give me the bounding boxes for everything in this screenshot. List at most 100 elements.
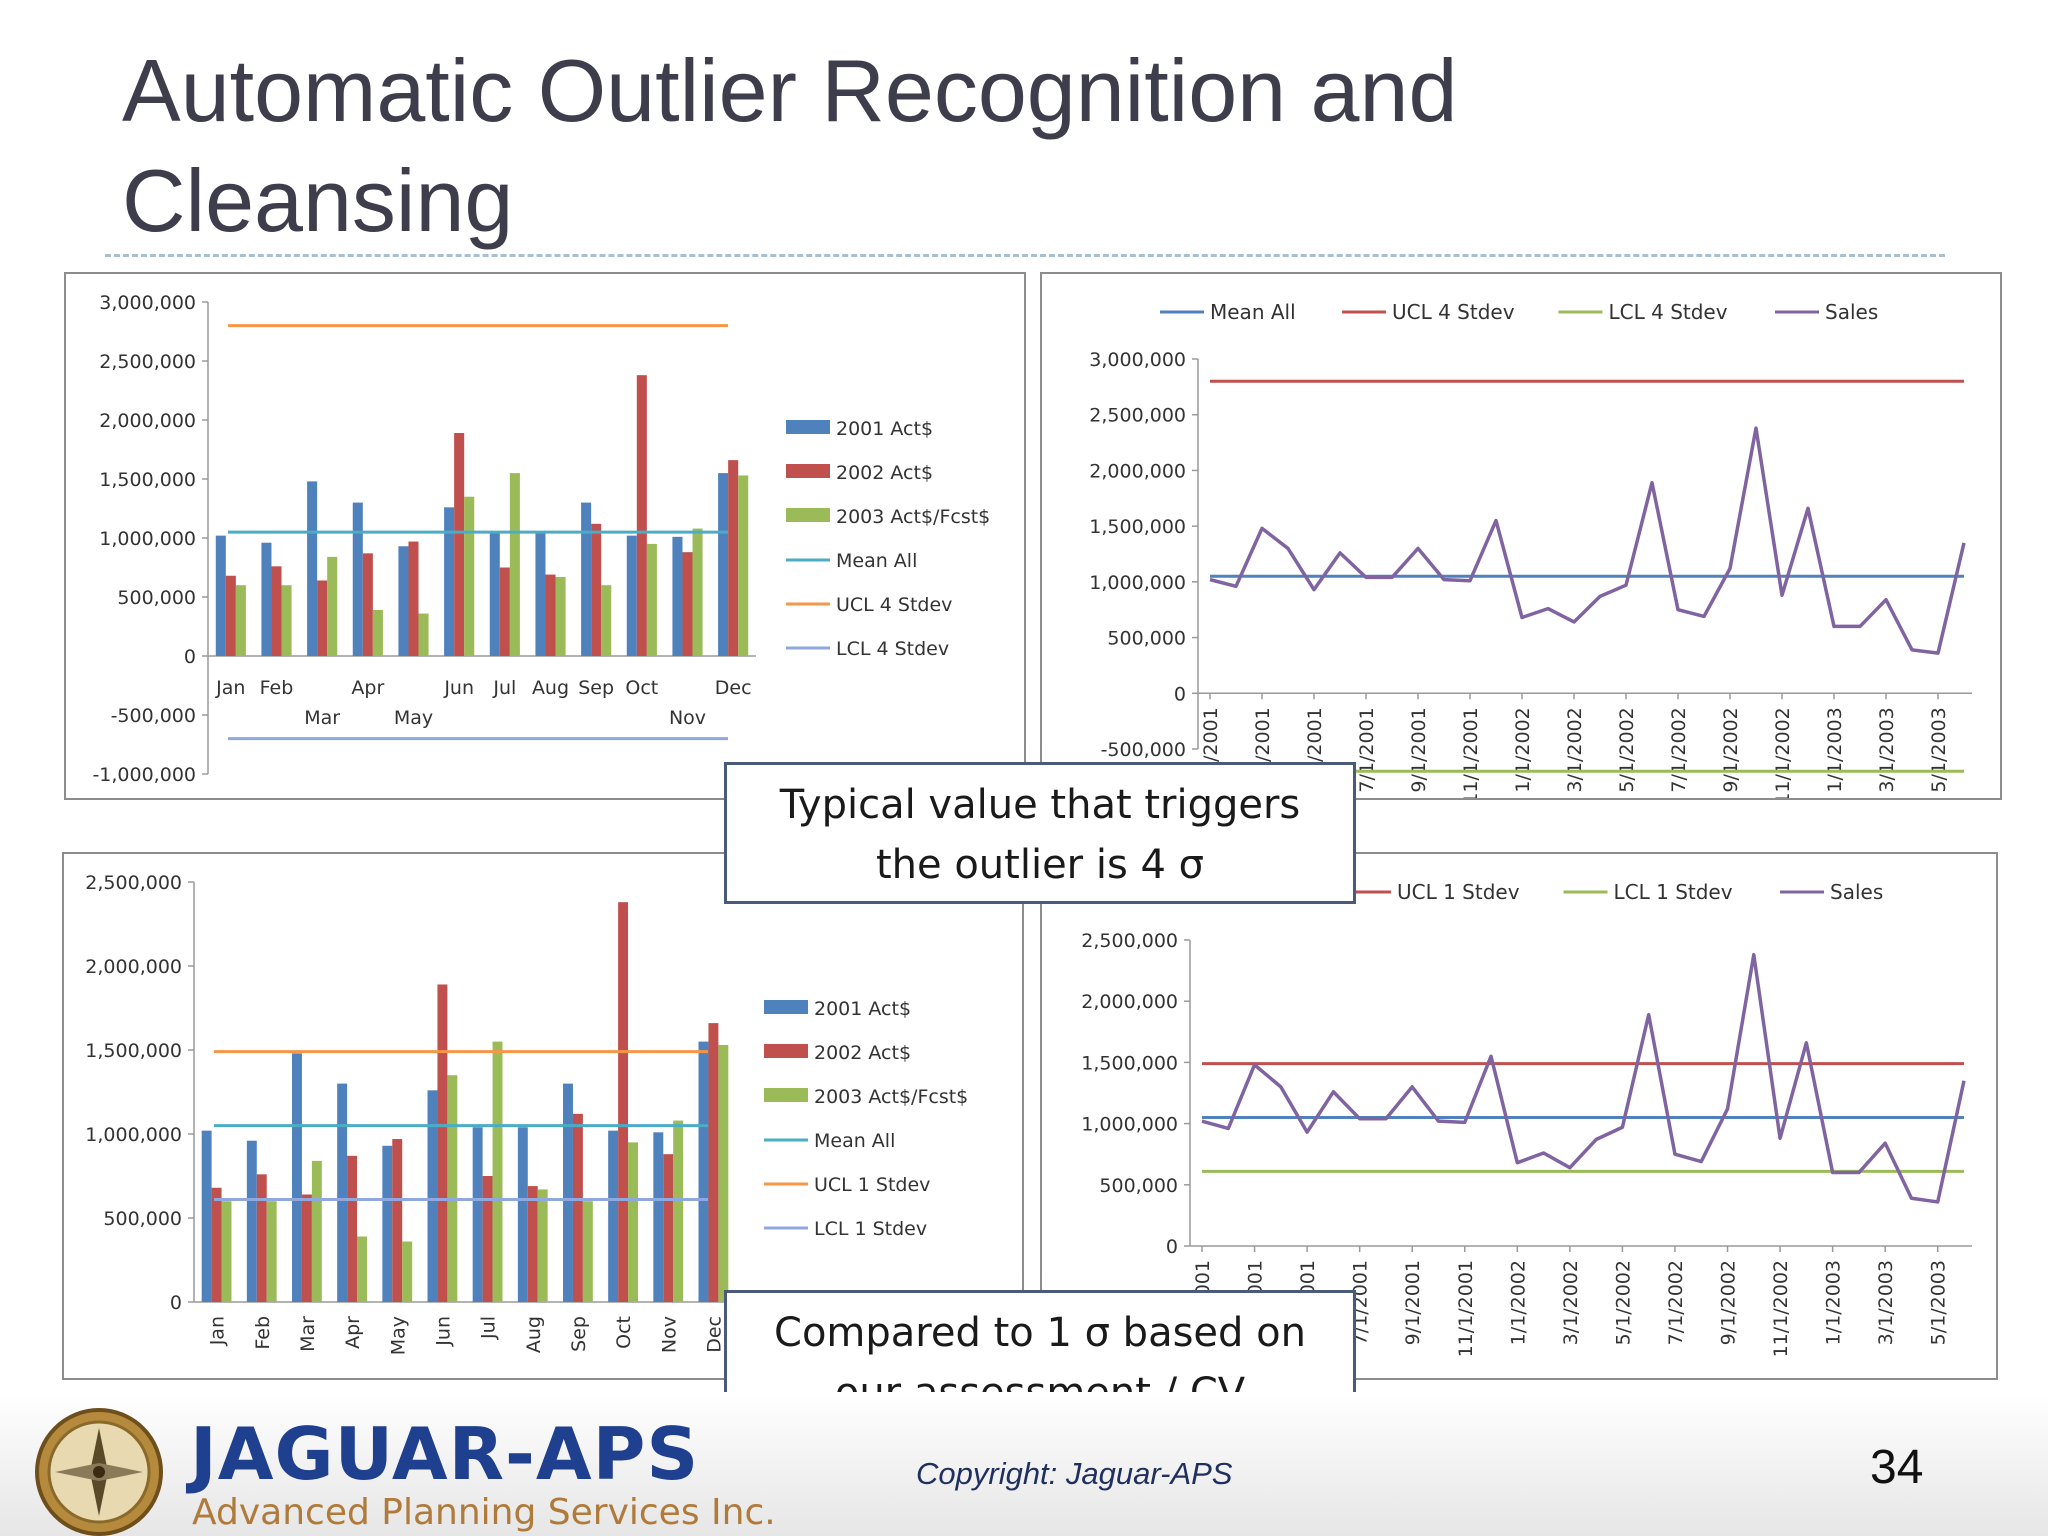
x-tick-label: 1/1/2002 — [1507, 1260, 1529, 1345]
bar-2002-act-may — [408, 541, 419, 656]
legend-label-2001-act: 2001 Act$ — [836, 418, 933, 440]
bar-2003-act-fcst-sep — [601, 585, 612, 656]
bar-2001-act-aug — [517, 1127, 528, 1302]
legend-swatch-2002-act — [786, 464, 830, 478]
bar-2003-act-fcst-dec — [718, 1044, 729, 1302]
y-tick-label: 2,500,000 — [1089, 405, 1186, 427]
bar-2002-act-mar — [301, 1194, 312, 1302]
bar-chart-monthly-4sd: -1,000,000 -500,000 0 500,000 1,000,000 1,500… — [92, 292, 990, 786]
bar-2001-act-aug — [535, 533, 546, 656]
bar-2002-act-apr — [362, 553, 373, 656]
bar-2001-act-oct — [626, 535, 637, 656]
x-tick-label: 9/1/2001 — [1408, 707, 1430, 792]
bar-2003-act-fcst-may — [418, 613, 429, 656]
x-tick-label: 9/1/2002 — [1718, 1260, 1740, 1345]
legend-label-lcl-4-stdev: LCL 4 Stdev — [836, 638, 949, 660]
x-tick-label: 5/1/2003 — [1928, 707, 1950, 792]
bar-2003-act-fcst-aug — [537, 1189, 548, 1302]
legend-label-lcl-1-stdev: LCL 1 Stdev — [1614, 880, 1733, 904]
x-tick-label: 7/1/2002 — [1668, 707, 1690, 792]
bar-2001-act-nov — [653, 1132, 664, 1302]
legend-label-lcl-4-stdev: LCL 4 Stdev — [1609, 300, 1728, 324]
bar-2003-act-fcst-aug — [555, 576, 566, 656]
bar-2001-act-apr — [352, 502, 363, 656]
line-sales — [1201, 952, 1966, 1204]
brand-tagline: Advanced Planning Services Inc. — [192, 1492, 776, 1533]
page-number: 34 — [1870, 1441, 1924, 1494]
bar-2001-act-jan — [201, 1130, 212, 1302]
x-tick-label: 3/1/2003 — [1875, 1260, 1897, 1345]
bar-2001-act-jul — [472, 1127, 483, 1302]
x-tick-label: May — [394, 707, 433, 729]
bar-2003-act-fcst-oct — [646, 543, 657, 656]
y-tick-label: 1,000,000 — [1089, 572, 1186, 594]
y-tick-label: 0 — [184, 646, 196, 668]
x-tick-label: Sep — [568, 1316, 590, 1352]
slide-title: Automatic Outlier Recognition and Cleans… — [122, 41, 1458, 250]
bar-2003-act-fcst-mar — [327, 556, 338, 656]
x-tick-label: Jun — [443, 677, 474, 699]
y-tick-label: 2,500,000 — [1081, 930, 1178, 952]
x-tick-label: Nov — [669, 707, 706, 729]
bar-2003-act-fcst-jul — [509, 473, 520, 656]
legend-label-lcl-1-stdev: LCL 1 Stdev — [814, 1218, 927, 1240]
legend-label-ucl-1-stdev: UCL 1 Stdev — [1397, 880, 1520, 904]
y-tick-label: 2,000,000 — [85, 956, 182, 978]
legend-swatch-2003-act-fcst — [764, 1088, 808, 1102]
x-tick-label: Dec — [715, 677, 752, 699]
bar-2003-act-fcst-may — [402, 1241, 413, 1302]
bar-2001-act-apr — [337, 1083, 348, 1302]
y-tick-label: 1,000,000 — [99, 528, 196, 550]
x-tick-label: Apr — [351, 677, 384, 699]
bar-2002-act-dec — [728, 460, 739, 656]
bar-2001-act-nov — [672, 536, 683, 656]
bar-2001-act-jul — [489, 533, 500, 656]
x-tick-label: Mar — [297, 1316, 319, 1352]
bar-2002-act-jul — [499, 567, 510, 656]
chart-panel-sales-4sd: -500,000 0 500,000 1,000,000 1,500,000 2,000,… — [1040, 272, 2002, 800]
legend-label-2002-act: 2002 Act$ — [814, 1042, 911, 1064]
y-tick-label: 1,500,000 — [1081, 1052, 1178, 1074]
x-tick-label: 5/1/2002 — [1612, 1260, 1634, 1345]
chart-panel-monthly-4sd: -1,000,000 -500,000 0 500,000 1,000,000 1,500… — [64, 272, 1026, 800]
bar-2002-act-sep — [591, 523, 602, 656]
bar-2002-act-sep — [572, 1113, 583, 1302]
bar-2003-act-fcst-jun — [447, 1075, 458, 1302]
bar-2001-act-may — [382, 1145, 393, 1302]
x-tick-label: 1/1/2003 — [1823, 1260, 1845, 1345]
bar-2001-act-jan — [215, 535, 226, 656]
bar-2003-act-fcst-mar — [311, 1160, 322, 1302]
x-tick-label: 9/1/2002 — [1720, 707, 1742, 792]
bar-2002-act-jul — [482, 1176, 493, 1302]
bar-2003-act-fcst-jan — [221, 1201, 232, 1302]
callout-4-sigma-line-2: the outlier is 4 σ — [875, 842, 1205, 888]
y-tick-label: 2,500,000 — [85, 872, 182, 894]
compass-logo-icon — [35, 1408, 163, 1536]
bar-2001-act-jun — [444, 507, 455, 656]
x-tick-label: 1/1/2002 — [1512, 707, 1534, 792]
y-tick-label: 1,000,000 — [85, 1124, 182, 1146]
bar-2001-act-oct — [608, 1130, 619, 1302]
x-tick-label: Aug — [523, 1316, 545, 1353]
bar-2002-act-may — [392, 1139, 403, 1302]
footer-band — [0, 1392, 2048, 1536]
bar-2002-act-jun — [437, 984, 448, 1302]
x-tick-label: 11/1/2001 — [1455, 1260, 1477, 1357]
bar-2003-act-fcst-apr — [372, 609, 383, 656]
bar-2002-act-oct — [618, 902, 629, 1302]
y-tick-label: 1,500,000 — [1089, 516, 1186, 538]
legend-label-2003-act-fcst: 2003 Act$/Fcst$ — [836, 506, 990, 528]
bar-2003-act-fcst-oct — [628, 1142, 638, 1302]
bar-2003-act-fcst-feb — [266, 1201, 277, 1302]
bar-2002-act-jan — [211, 1187, 222, 1302]
x-tick-label: Feb — [252, 1316, 274, 1350]
chart-panel-sales-1sd: 0 500,000 1,000,000 1,500,000 2,000,000 2,500… — [1040, 852, 1998, 1380]
y-tick-label: 0 — [1174, 683, 1186, 705]
bar-2002-act-feb — [256, 1174, 267, 1302]
y-tick-label: 500,000 — [1099, 1175, 1178, 1197]
x-tick-label: 7/1/2001 — [1356, 707, 1378, 792]
legend-label-2001-act: 2001 Act$ — [814, 998, 911, 1020]
bar-2002-act-dec — [708, 1023, 719, 1302]
x-tick-label: Jul — [492, 677, 516, 699]
x-tick-label: Aug — [532, 677, 569, 699]
